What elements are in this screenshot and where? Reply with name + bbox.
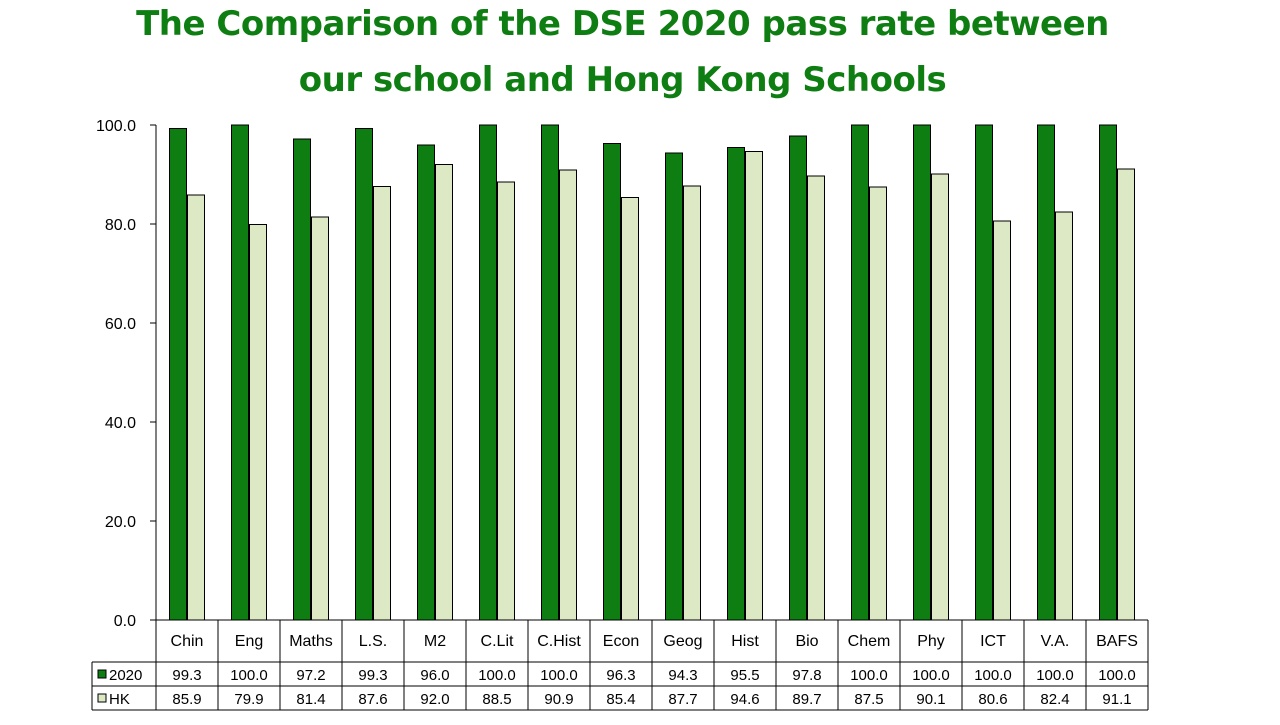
bar-2020-chin (169, 127, 187, 621)
y-tick-label: 80.0 (105, 217, 136, 234)
category-label: Geog (663, 633, 702, 650)
table-value-2020: 100.0 (850, 667, 888, 684)
category-label: C.Hist (537, 633, 581, 650)
bar-hk-c-hist (559, 169, 577, 621)
bar-hk-econ (621, 196, 639, 621)
bar-hk-hist (745, 151, 763, 621)
bar-hk-maths (311, 216, 329, 621)
table-value-2020: 96.3 (606, 667, 635, 684)
table-value-hk: 81.4 (296, 691, 325, 708)
table-value-hk: 88.5 (482, 691, 511, 708)
bar-hk-bio (807, 175, 825, 621)
category-label: Econ (603, 633, 639, 650)
table-value-hk: 89.7 (792, 691, 821, 708)
bar-2020-maths (293, 138, 311, 621)
legend-label-hk: HK (109, 691, 130, 708)
bar-2020-ict (975, 124, 993, 621)
legend-key-hk (97, 693, 107, 703)
y-tick-label: 100.0 (96, 118, 136, 135)
category-label: Bio (795, 633, 818, 650)
bar-2020-c-lit (479, 124, 497, 621)
category-label: L.S. (359, 633, 387, 650)
bar-hk-l-s- (373, 185, 391, 621)
table-value-2020: 100.0 (912, 667, 950, 684)
category-label: Hist (731, 633, 759, 650)
table-value-2020: 99.3 (172, 667, 201, 684)
bar-hk-geog (683, 185, 701, 621)
bar-2020-v-a- (1037, 124, 1055, 621)
table-value-hk: 92.0 (420, 691, 449, 708)
table-value-hk: 90.9 (544, 691, 573, 708)
category-label: BAFS (1096, 633, 1138, 650)
bar-hk-m2 (435, 164, 453, 621)
legend-key-2020 (97, 669, 107, 679)
table-value-2020: 97.2 (296, 667, 325, 684)
table-value-hk: 94.6 (730, 691, 759, 708)
y-tick-label: 20.0 (105, 514, 136, 531)
table-value-2020: 100.0 (974, 667, 1012, 684)
bar-2020-phy (913, 124, 931, 621)
bar-2020-eng (231, 124, 249, 621)
table-value-hk: 90.1 (916, 691, 945, 708)
table-value-hk: 85.4 (606, 691, 635, 708)
table-value-2020: 97.8 (792, 667, 821, 684)
bar-hk-chin (187, 194, 205, 621)
category-label: M2 (424, 633, 446, 650)
category-label: Chin (171, 633, 204, 650)
table-value-2020: 100.0 (1098, 667, 1136, 684)
bar-2020-chem (851, 124, 869, 621)
table-value-2020: 100.0 (540, 667, 578, 684)
table-value-hk: 85.9 (172, 691, 201, 708)
bar-hk-phy (931, 173, 949, 621)
table-value-2020: 100.0 (1036, 667, 1074, 684)
bar-2020-c-hist (541, 124, 559, 621)
table-value-hk: 80.6 (978, 691, 1007, 708)
category-label: ICT (980, 633, 1006, 650)
bar-hk-eng (249, 223, 267, 621)
category-label: Eng (235, 633, 263, 650)
bar-2020-l-s- (355, 127, 373, 621)
bar-2020-geog (665, 152, 683, 621)
y-tick-label: 0.0 (114, 613, 136, 630)
bar-hk-chem (869, 186, 887, 621)
bar-hk-c-lit (497, 181, 515, 621)
table-value-2020: 95.5 (730, 667, 759, 684)
bar-2020-econ (603, 142, 621, 621)
bar-hk-v-a- (1055, 211, 1073, 621)
y-tick-label: 60.0 (105, 316, 136, 333)
table-value-hk: 82.4 (1040, 691, 1069, 708)
category-label: Phy (917, 633, 945, 650)
table-value-2020: 96.0 (420, 667, 449, 684)
category-label: Maths (289, 633, 333, 650)
category-label: V.A. (1041, 633, 1070, 650)
chart-title-line-1: The Comparison of the DSE 2020 pass rate… (136, 4, 1109, 44)
category-label: C.Lit (481, 633, 514, 650)
table-value-2020: 100.0 (478, 667, 516, 684)
legend-label-2020: 2020 (109, 667, 142, 684)
table-value-hk: 87.6 (358, 691, 387, 708)
bar-2020-bio (789, 135, 807, 621)
category-label: Chem (848, 633, 891, 650)
bar-hk-ict (993, 220, 1011, 621)
table-value-2020: 100.0 (230, 667, 268, 684)
table-value-hk: 79.9 (234, 691, 263, 708)
table-value-hk: 91.1 (1102, 691, 1131, 708)
y-tick-label: 40.0 (105, 415, 136, 432)
bar-2020-hist (727, 146, 745, 621)
table-value-2020: 94.3 (668, 667, 697, 684)
table-value-hk: 87.5 (854, 691, 883, 708)
bar-2020-m2 (417, 144, 435, 621)
bar-hk-bafs (1117, 168, 1135, 621)
table-value-hk: 87.7 (668, 691, 697, 708)
bar-2020-bafs (1099, 124, 1117, 621)
table-value-2020: 99.3 (358, 667, 387, 684)
chart-title-line-2: our school and Hong Kong Schools (298, 60, 947, 100)
